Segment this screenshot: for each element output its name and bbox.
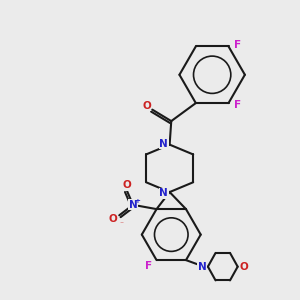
Text: O: O <box>109 214 118 224</box>
Text: F: F <box>145 261 152 271</box>
Text: ⁻: ⁻ <box>119 219 124 228</box>
Text: F: F <box>234 100 241 110</box>
Text: N: N <box>198 262 206 272</box>
Text: O: O <box>123 180 131 190</box>
Text: +: + <box>134 198 140 204</box>
Text: O: O <box>239 262 248 272</box>
Text: N: N <box>159 139 168 149</box>
Text: O: O <box>142 101 151 111</box>
Text: N: N <box>129 200 137 210</box>
Text: F: F <box>234 40 241 50</box>
Text: N: N <box>159 188 168 198</box>
